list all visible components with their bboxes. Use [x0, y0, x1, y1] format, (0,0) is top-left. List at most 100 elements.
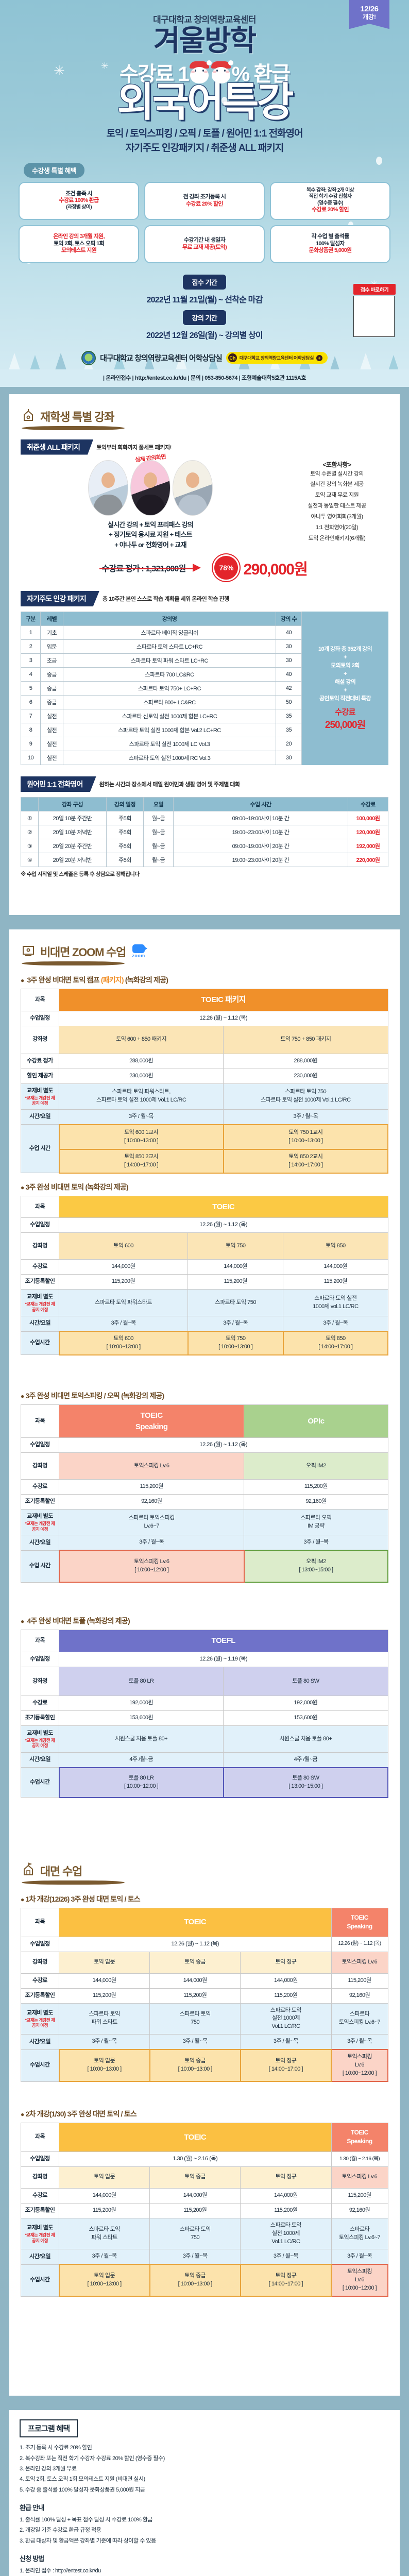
table-row: 수강료 144,000원 144,000원 144,000원: [21, 1259, 388, 1275]
apply-url[interactable]: http://entest.co.kr/du: [134, 375, 186, 381]
benefit-line: 전 강좌 조기등록 시: [183, 193, 226, 200]
cell: 92,160원: [331, 1988, 388, 2004]
cell: 3주 / 월~목: [58, 1109, 224, 1125]
cell: 스파르타 토익 파워 스타트: [58, 2003, 150, 2035]
phone-english-tag: 원어민 1:1 전화영어: [21, 776, 96, 792]
row-label: 수업일정: [21, 2151, 59, 2167]
self-package-desc: 총 10주간 본인 스스로 학습 계획을 세워 온라인 학습 진행: [102, 596, 229, 603]
cell: 9: [21, 737, 41, 752]
label-subtext: *교재는 개강전 재공지 예정: [25, 2017, 55, 2028]
include-item: 토익 교재 무료 지원: [315, 492, 359, 499]
fee-value: 250,000원: [325, 719, 366, 731]
subject-header: TOEFL: [59, 1630, 388, 1653]
price-cell: 220,000원: [348, 853, 388, 868]
summary-line: +: [344, 671, 347, 677]
row-label: 수업일정: [21, 1010, 59, 1026]
cell: 토익 850 2교시 [ 14:00~17:00 ]: [223, 1148, 389, 1174]
section-underline: [22, 961, 125, 966]
benefit-line: 100% 달성자: [316, 240, 345, 247]
benefit-highlight: 모의테스트 지원: [61, 247, 97, 254]
program-benefit-list: 1. 조기 등록 시 수강료 20% 할인 2. 복수강좌 또는 직전 학기 수…: [20, 2443, 389, 2495]
cell: 153,600원: [58, 1710, 224, 1726]
cell: 30: [276, 653, 302, 668]
table-row: 수업시간 토익 입문 [ 10:00~13:00 ] 토익 중급 [ 10:00…: [21, 2049, 388, 2082]
cell: 실전: [40, 723, 63, 738]
subject-header: TOEIC: [59, 2123, 332, 2152]
label-text: 교재비 별도: [27, 1087, 53, 1094]
student-course-sheet: 재학생 특별 강좌 취준생 ALL 패키지 토익부터 회화까지 풀세트 패키지!…: [9, 394, 400, 916]
subject-header: OPIc: [244, 1404, 388, 1438]
cell: 스파르타 토익 파워 스타트 LC+RC: [63, 653, 276, 668]
cell: ②: [21, 825, 39, 840]
table-row: 강좌명 토익 입문 토익 중급 토익 정규 토익스피킹 Lv.6: [21, 1951, 388, 1974]
cell: 토익스피킹 Lv.6 [ 10:00~12:00 ]: [331, 2264, 388, 2297]
table-row: 조기등록할인 92,160원 92,160원: [21, 1494, 388, 1510]
caption-line: + 야나두 or 전화영어 + 교재: [114, 540, 186, 549]
cell: 19:00~23:00사이 10분 간: [173, 825, 348, 840]
cell: 115,200원: [58, 1988, 150, 2004]
cell: 30: [276, 639, 302, 654]
subject-header: TOEIC: [59, 1907, 332, 1937]
cell: 오픽 IM2: [244, 1452, 388, 1480]
cell: 주5회: [106, 811, 144, 826]
table-row: 수강료 정가 288,000원 288,000원: [21, 1053, 388, 1069]
apply-method-title: 신청 방법: [20, 2554, 44, 2563]
table-row: 수강료 144,000원 144,000원 144,000원 115,200원: [21, 1973, 388, 1989]
cell: 5: [21, 681, 41, 696]
summary-line: +: [344, 687, 347, 693]
qr-code-image[interactable]: [353, 295, 395, 337]
label-text: 교재비 별도: [27, 2224, 53, 2231]
cell: 스파르타 토익 실전 1000제 RC Vol.3: [63, 751, 276, 766]
include-item: 1:1 전화영어(20일): [315, 524, 359, 531]
cell: 스파르타 토익 750: [188, 1289, 284, 1317]
table-row: 교재비 별도 *교재는 개강전 재공지 예정 스파르타 토익 파워 스타트 스파…: [21, 2003, 388, 2035]
table-row: 과목 TOEIC 패키지: [21, 989, 388, 1011]
zoom-toeic-table: 과목 TOEIC 수업일정 12.26 (월) ~ 1.12 (목) 강좌명 토…: [21, 1195, 389, 1355]
col-header: 강의 일정: [106, 797, 144, 812]
table-row: 과목 TOEIC TOEIC Speaking: [21, 2123, 388, 2152]
cell: 실전: [40, 709, 63, 724]
cell: ①: [21, 811, 39, 826]
benefit-line: 복수 강좌: 강좌 2개 이상: [306, 187, 354, 193]
qr-apply-box[interactable]: 접수 바로하기: [353, 283, 396, 337]
benefit-line: 토익 2회, 토스 오픽 1회: [54, 240, 105, 247]
apply-item[interactable]: 1. 온라인 접수 : http://entest.co.kr/du: [20, 2567, 101, 2574]
cell: 토플 80 SW [ 13:00~15:00 ]: [223, 1767, 389, 1798]
cell: 12.26 (월) ~ 1.12 (목): [331, 1936, 388, 1952]
cell: 스파르타 토익 파워 스타트: [58, 2217, 150, 2250]
benefit-highlight: 문화상품권 5,000원: [309, 247, 352, 254]
cell: 4주 /월~금: [58, 1752, 224, 1768]
refund-item: 1. 출석률 100% 달성 + 목표 점수 달성 시 수강료 100% 환급: [20, 2516, 153, 2523]
subject-header: TOEIC 패키지: [59, 989, 388, 1011]
all-package-price-row: 수강료 정가 : 1,321,000원 78% 290,000원: [21, 556, 388, 580]
cell: 115,200원: [283, 1274, 388, 1290]
table-row: 10 실전 스파르타 토익 실전 1000제 RC Vol.3 30: [21, 751, 302, 766]
zoom-wordmark: zoom: [132, 953, 145, 959]
benefit-highlight: 수강료 20% 할인: [186, 200, 223, 207]
table-row: 수업일정 12.26 (월) ~ 1.19 (목): [21, 1652, 388, 1668]
benefit-item: 1. 조기 등록 시 수강료 20% 할인: [20, 2445, 92, 2451]
row-label: 수업일정: [21, 1652, 59, 1668]
zoom-table-3-heading: 3주 완성 비대면 토익스피킹 / 오픽 (녹화강의 제공): [21, 1391, 388, 1401]
kakao-channel-button[interactable]: Ch 대구대학교 창의역량교육센터 어학상담실 +: [226, 352, 328, 364]
cell: 144,000원: [188, 1259, 284, 1275]
university-logo-icon: [81, 350, 96, 365]
cell: 192,000원: [223, 1696, 388, 1711]
row-label: 시간/요일: [21, 2034, 59, 2050]
row-label: 교재비 별도 *교재는 개강전 재공지 예정: [21, 1725, 59, 1753]
benefit-card: 온라인 강의 3개월 지원, 토익 2회, 토스 오픽 1회 모의테스트 지원: [19, 225, 139, 263]
fee-label: 수강료: [335, 707, 355, 717]
heading-part: 3주 완성 비대면 토익 캠프: [27, 976, 101, 985]
cell: 42: [276, 681, 302, 696]
cell: 3주 / 월~목: [149, 2034, 241, 2050]
cell: 115,200원: [149, 2202, 241, 2218]
table-row: 강좌명 토익 입문 토익 중급 토익 정규 토익스피킹 Lv.6: [21, 2166, 388, 2189]
row-label: 수업 시간: [21, 1124, 59, 1174]
subject-header: TOEIC: [59, 1195, 388, 1218]
table-row: 수업일정 12.26 (월) ~ 1.12 (목): [21, 1217, 388, 1233]
table-row: 시간/요일 3주 / 월~목 3주 / 월~목 3주 / 월~목 3주 / 월~…: [21, 2034, 388, 2050]
cell: 40: [276, 625, 302, 640]
cell: 12.26 (월) ~ 1.12 (목): [59, 1936, 332, 1952]
apply-method-list: 1. 온라인 접수 : http://entest.co.kr/du 2. 방문…: [20, 2566, 389, 2576]
cell: 스파르타 토익 실전 1000제 Vol.1 LC/RC: [240, 2217, 332, 2250]
